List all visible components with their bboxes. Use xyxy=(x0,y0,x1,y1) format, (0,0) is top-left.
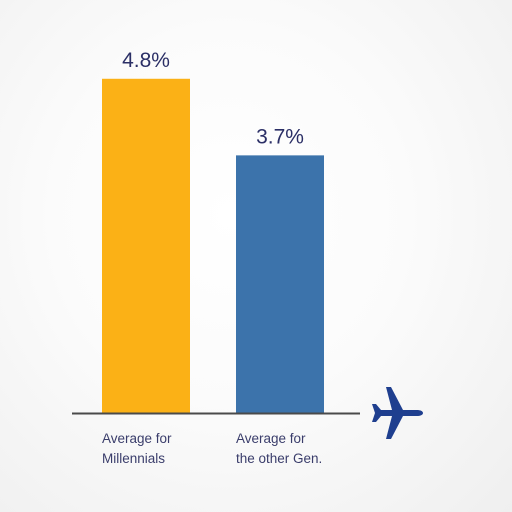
bar-2 xyxy=(236,155,324,414)
airplane-icon xyxy=(372,387,423,439)
bar-1 xyxy=(102,78,190,414)
value-label-2: 3.7% xyxy=(256,125,304,148)
value-label-1: 4.8% xyxy=(122,49,170,72)
category-label-1-line-1: Average for xyxy=(102,431,172,446)
category-label-1-line-2: Millennials xyxy=(102,451,165,466)
category-label-2-line-1: Average for xyxy=(236,431,306,446)
category-label-2-line-2: the other Gen. xyxy=(236,451,322,466)
bars-layer xyxy=(102,78,324,414)
labels-layer: 4.8% Average for Millennials 3.7% Average fo… xyxy=(102,49,322,466)
